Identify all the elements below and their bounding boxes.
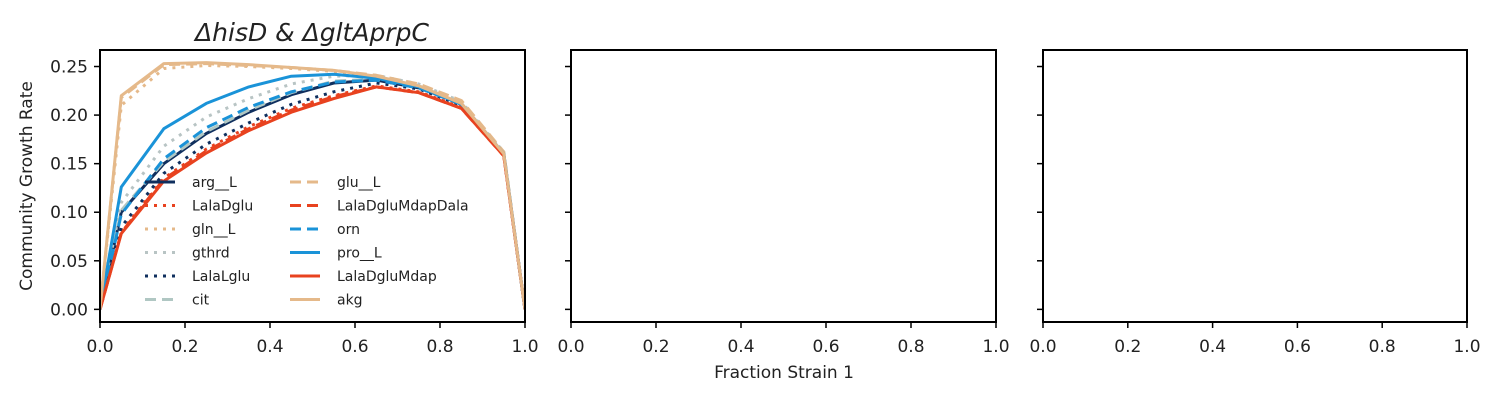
x-tick-label: 0.6: [341, 337, 368, 357]
legend-label: gln__L: [192, 222, 236, 238]
legend-label: LalaDgluMdap: [337, 269, 437, 285]
y-tick-label: 0.05: [50, 252, 88, 272]
panels-group: 0.0 0.2 0.4 0.6 0.8 1.0 0.00 0.05 0.10 0.15 0.20 0.…: [50, 49, 1481, 357]
y-tick-label: 0.10: [50, 203, 88, 223]
legend-label: LalaLglu: [192, 269, 250, 285]
legend-label: akg: [337, 293, 363, 309]
legend-label: pro__L: [337, 246, 382, 262]
series-line-gthrd: [100, 73, 525, 310]
x-tick-label: 1.0: [511, 337, 538, 357]
x-tick-label: 0.8: [897, 337, 924, 357]
chart-panel-1: 0.0 0.2 0.4 0.6 0.8 1.0 0.00 0.05 0.10 0.15 0.20 0.…: [50, 49, 539, 357]
series-group: [100, 61, 525, 310]
y-axis-title: Community Growth Rate: [17, 81, 37, 291]
x-tick-label: 0.6: [812, 337, 839, 357]
x-tick-label: 0.2: [642, 337, 669, 357]
legend-label: orn: [337, 222, 360, 238]
y-tick-label: 0.15: [50, 155, 88, 175]
legend-label: LalaDglu: [192, 199, 253, 215]
legend-label: LalaDgluMdapDala: [337, 199, 469, 215]
panel-1-title: ΔhisD & ΔgltAprpC: [193, 18, 429, 47]
x-axis-title: Fraction Strain 1: [714, 363, 854, 383]
x-tick-label: 0.4: [727, 337, 754, 357]
legend-label: gthrd: [192, 246, 230, 262]
x-tick-label: 0.2: [1114, 337, 1141, 357]
plot-frame: [99, 49, 526, 323]
x-tick-label: 0.0: [557, 337, 584, 357]
y-tick-label: 0.00: [50, 300, 88, 320]
chart-panel-3: 0.0 0.2 0.4 0.6 0.8 1.0: [1029, 49, 1481, 357]
series-line-akg: [100, 61, 525, 310]
chart-panel-2: 0.0 0.2 0.4 0.6 0.8 1.0: [557, 49, 1010, 357]
series-line-gln__L: [100, 64, 525, 310]
legend-label: arg__L: [192, 175, 237, 191]
y-tick-label: 0.20: [50, 106, 88, 126]
legend-label: glu__L: [337, 175, 381, 191]
y-tick-label: 0.25: [50, 58, 88, 78]
legend-label: cit: [192, 293, 210, 309]
plot-frame: [1042, 49, 1468, 323]
x-tick-label: 0.4: [256, 337, 283, 357]
x-tick-label: 0.8: [426, 337, 453, 357]
x-tick-label: 0.0: [1029, 337, 1056, 357]
x-tick-label: 0.2: [171, 337, 198, 357]
x-tick-label: 0.4: [1199, 337, 1226, 357]
x-tick-label: 1.0: [1453, 337, 1480, 357]
x-tick-label: 0.0: [86, 337, 113, 357]
x-tick-label: 0.6: [1284, 337, 1311, 357]
x-tick-label: 1.0: [982, 337, 1009, 357]
series-line-LalaDgluMdap: [100, 85, 525, 310]
plot-frame: [570, 49, 997, 323]
x-tick-label: 0.8: [1369, 337, 1396, 357]
